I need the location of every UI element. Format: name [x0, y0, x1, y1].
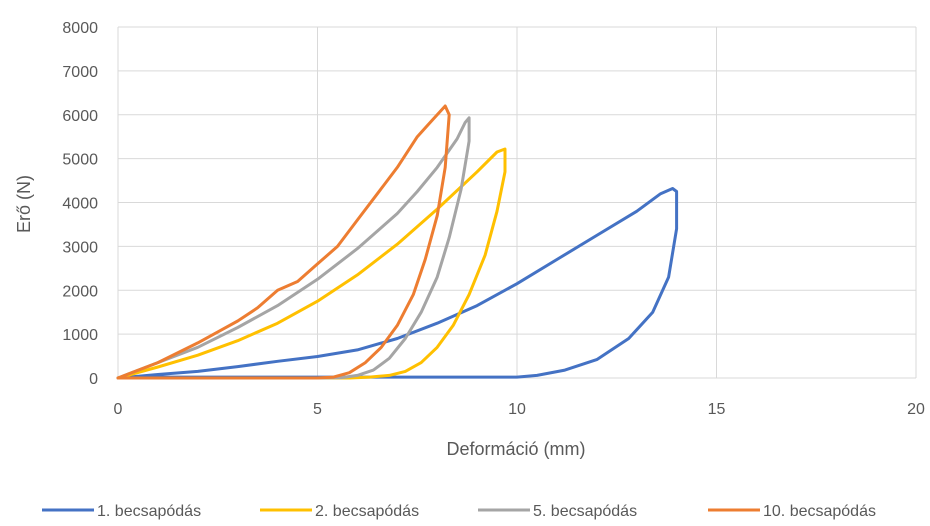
y-tick-label: 7000 [62, 64, 98, 81]
legend: 1. becsapódás 2. becsapódás 5. becsapódás 1… [42, 503, 876, 520]
y-tick-label: 2000 [62, 283, 98, 300]
x-axis-ticks: 0 5 10 15 20 [114, 401, 925, 418]
series-line-3 [116, 116, 471, 380]
x-tick-label: 0 [114, 401, 123, 418]
legend-item: 5. becsapódás [478, 503, 637, 520]
legend-item: 1. becsapódás [42, 503, 201, 520]
x-tick-label: 10 [508, 401, 526, 418]
x-tick-label: 20 [907, 401, 925, 418]
y-axis-ticks: 0 1000 2000 3000 4000 5000 6000 7000 8000 [62, 20, 98, 388]
y-tick-label: 0 [89, 371, 98, 388]
chart-series [116, 104, 679, 380]
legend-item: 2. becsapódás [260, 503, 419, 520]
y-tick-label: 1000 [62, 327, 98, 344]
series-line-2 [116, 147, 507, 380]
legend-label: 2. becsapódás [315, 503, 419, 520]
series-line-4 [116, 104, 451, 380]
legend-label: 10. becsapódás [763, 503, 876, 520]
x-axis-label: Deformáció (mm) [446, 439, 585, 459]
legend-label: 5. becsapódás [533, 503, 637, 520]
y-axis-label: Erő (N) [14, 175, 34, 233]
x-tick-label: 5 [313, 401, 322, 418]
y-tick-label: 4000 [62, 196, 98, 213]
y-tick-label: 3000 [62, 239, 98, 256]
legend-label: 1. becsapódás [97, 503, 201, 520]
legend-item: 10. becsapódás [708, 503, 876, 520]
y-tick-label: 6000 [62, 108, 98, 125]
y-tick-label: 5000 [62, 152, 98, 169]
y-tick-label: 8000 [62, 20, 98, 37]
x-tick-label: 15 [708, 401, 726, 418]
chart-grid [117, 26, 917, 379]
